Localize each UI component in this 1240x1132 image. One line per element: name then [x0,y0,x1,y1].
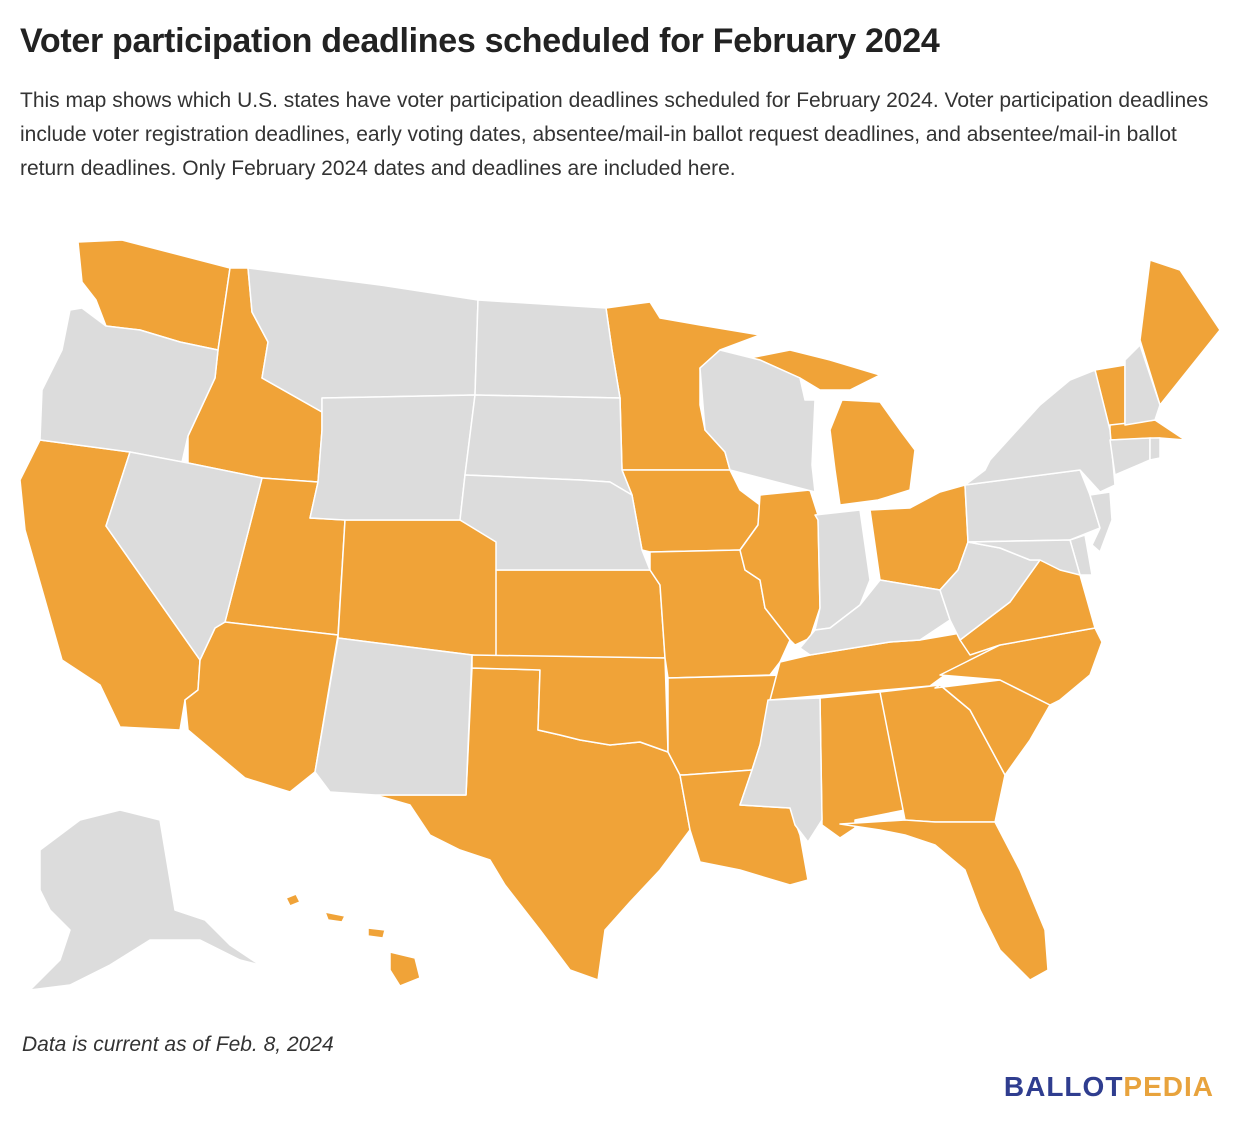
state-nebraska [459,474,651,571]
state-colorado [337,519,501,659]
ballotpedia-logo: BALLOTPEDIA [1004,1071,1214,1103]
state-iowa [621,469,761,553]
state-new-york [964,369,1116,493]
state-montana [247,267,479,413]
state-rhode-island [1149,437,1161,461]
state-alaska [29,809,261,991]
state-hawaii [285,893,421,987]
state-new-hampshire [1124,344,1161,426]
state-mississippi [739,697,823,843]
state-kentucky [799,579,951,656]
state-florida [839,819,1049,981]
page-title: Voter participation deadlines scheduled … [20,22,940,60]
state-new-jersey [1089,491,1113,553]
map-description: This map shows which U.S. states have vo… [20,89,1209,180]
data-date-note: Data is current as of Feb. 8, 2024 [22,1033,334,1056]
state-kansas [495,569,666,659]
state-wyoming [309,394,476,521]
state-wisconsin [699,349,816,493]
state-maryland [967,539,1081,576]
logo-pedia: PEDIA [1123,1071,1214,1102]
state-oklahoma [471,654,669,753]
us-states-map [19,239,1221,991]
state-arizona [184,621,339,793]
state-nevada [105,451,263,661]
state-connecticut [1109,437,1151,476]
state-north-dakota [474,299,621,399]
logo-ballot: BALLOT [1003,1071,1124,1102]
state-new-mexico [314,637,473,796]
state-massachusetts [1109,419,1186,441]
